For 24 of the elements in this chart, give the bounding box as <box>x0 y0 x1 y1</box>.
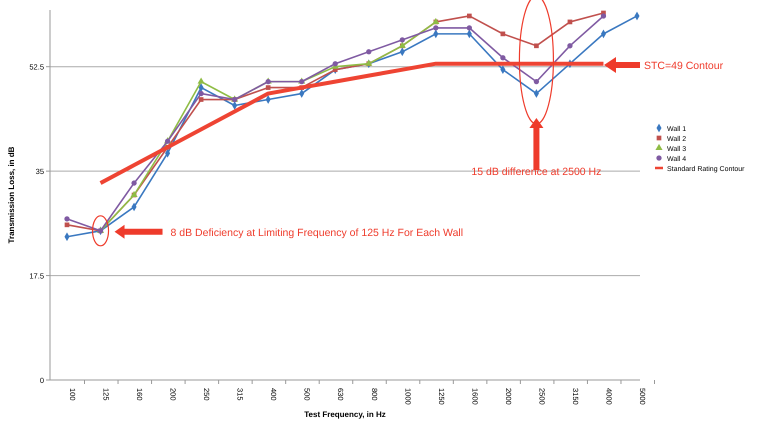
annotation: 8 dB Deficiency at Limiting Frequency of 125 Hz For Each Wall <box>170 226 464 239</box>
point <box>64 216 70 222</box>
point <box>500 32 506 36</box>
point <box>198 78 205 84</box>
point <box>600 13 606 19</box>
point <box>534 43 539 48</box>
point <box>466 25 472 31</box>
text: STC=49 Contour <box>644 60 724 72</box>
y-axis-title: Transmission Loss, in dB <box>7 146 16 244</box>
point <box>400 37 405 42</box>
point <box>198 90 204 96</box>
point <box>567 43 573 48</box>
point <box>131 180 137 186</box>
point <box>332 61 338 66</box>
point <box>467 14 472 18</box>
point <box>64 222 70 228</box>
point <box>568 20 572 24</box>
point <box>266 85 271 90</box>
point <box>366 49 372 54</box>
x-axis-title: Test Frequency, in Hz <box>304 410 386 419</box>
point <box>534 78 540 84</box>
point <box>500 55 506 60</box>
point <box>198 97 204 102</box>
point <box>433 25 438 31</box>
